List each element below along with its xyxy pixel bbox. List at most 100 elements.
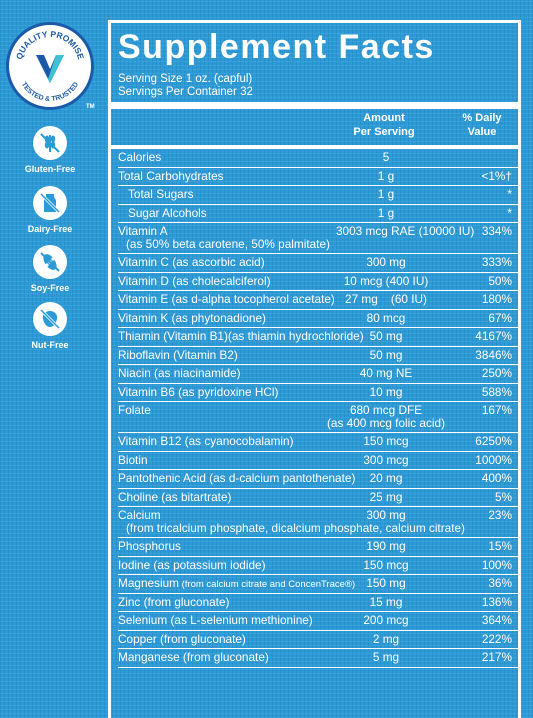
nutrient-daily-value: 250%: [481, 366, 512, 380]
nutrient-row: Riboflavin (Vitamin B2) 50 mg 3846%: [118, 347, 518, 365]
nutrient-name: Calcium: [118, 508, 161, 522]
nutrient-row: Calories 5: [118, 149, 518, 168]
nutrient-row: Pantothenic Acid (as d-calcium pantothen…: [118, 470, 518, 489]
column-headers: Amount Per Serving % Daily Value: [118, 109, 518, 145]
nutrient-name: Niacin (as niacinamide): [118, 366, 241, 380]
nutrient-amount: 15 mg: [369, 594, 403, 609]
nutrient-name: Vitamin K (as phytonadione): [118, 310, 266, 325]
nutrient-row: Vitamin B12 (as cyanocobalamin) 150 mcg 62…: [118, 433, 518, 452]
nutrient-amount: 150 mg: [366, 576, 406, 590]
nutrient-row: Total Carbohydrates 1 g <1%†: [118, 168, 518, 186]
nutrient-amount: 150 mcg: [363, 557, 409, 572]
nutrient-name: Pantothenic Acid (as d-calcium pantothen…: [118, 471, 356, 485]
nutrient-daily-value: 1000%: [475, 452, 512, 467]
nutrient-amount: 200 mcg: [363, 613, 409, 627]
nutrient-row: Vitamin C (as ascorbic acid) 300 mg 333%: [118, 254, 518, 273]
nutrient-daily-value: 222%: [481, 631, 512, 646]
nutrient-row: Sugar Alcohols 1 g *: [118, 205, 518, 223]
nutrient-daily-value: *: [507, 187, 512, 201]
nutrient-daily-value: 400%: [481, 471, 512, 485]
servings-per-container: Servings Per Container 32: [118, 86, 253, 98]
nutrient-name: Zinc (from gluconate): [118, 594, 230, 609]
nutrient-daily-value: 3846%: [475, 347, 512, 362]
nutrient-amount: 25 mg: [369, 489, 403, 504]
nutrient-daily-value: 6250%: [475, 434, 512, 448]
nutrient-amount: 40 mg NE: [359, 366, 413, 380]
seal-graphic: QUALITY PROMISE TESTED & TRUSTED: [14, 29, 86, 103]
gluten-free-badge: Gluten-Free: [25, 126, 75, 174]
nutrient-name: Vitamin B6 (as pyridoxine HCl): [118, 384, 279, 399]
nut-free-badge: Nut-Free: [28, 302, 72, 350]
nutrient-name: Selenium (as L-selenium methionine): [118, 613, 313, 627]
nutrient-row: Magnesium (from calcium citrate and Conc…: [118, 575, 518, 594]
facts-title: Supplement Facts: [118, 28, 435, 66]
nutrient-name: Folate: [118, 403, 151, 417]
nutrient-row: Vitamin B6 (as pyridoxine HCl) 10 mg 588%: [118, 384, 518, 402]
nutrient-name: Choline (as bitartrate): [118, 489, 232, 504]
seal-top-text: QUALITY PROMISE: [14, 29, 86, 61]
nutrient-amount-detail: (as 400 mcg folic acid): [326, 416, 445, 430]
nutrient-name: Total Sugars: [128, 187, 194, 201]
nutrient-daily-value: <1%†: [481, 168, 512, 183]
soy-free-badge: Soy-Free: [28, 245, 72, 293]
nutrient-name: Thiamin (Vitamin B1)(as thiamin hydrochl…: [118, 329, 364, 343]
nutrient-row: Selenium (as L-selenium methionine) 200 m…: [118, 612, 518, 631]
nutrient-source: (from tricalcium phosphate, dicalcium ph…: [126, 521, 465, 535]
supplement-facts-box: Supplement Facts Serving Size 1 oz. (cap…: [108, 20, 521, 718]
nutrient-name: Calories: [118, 150, 162, 164]
nutrient-amount: 2 mg: [372, 631, 400, 646]
nutrient-daily-value: 364%: [481, 613, 512, 627]
milk-crossed-icon: [39, 192, 61, 214]
svg-text:TESTED & TRUSTED: TESTED & TRUSTED: [20, 81, 80, 103]
nutrient-amount: 1 g: [377, 168, 395, 183]
nutrient-amount: 5: [382, 150, 390, 164]
nutrient-row: Copper (from gluconate) 2 mg 222%: [118, 631, 518, 649]
nutrient-name: Phosphorus: [118, 539, 181, 553]
nutrient-row: Choline (as bitartrate) 25 mg 5%: [118, 489, 518, 507]
nutrient-daily-value: 5%: [494, 489, 512, 504]
badge-label: Dairy-Free: [27, 224, 73, 234]
nut-crossed-icon: [39, 308, 61, 330]
nutrient-amount: 300 mcg: [363, 452, 409, 467]
nutrient-source: (as 50% beta carotene, 50% palmitate): [126, 237, 330, 251]
medium-divider: [111, 145, 518, 149]
nutrient-daily-value: 100%: [481, 557, 512, 572]
nutrient-row: Vitamin K (as phytonadione) 80 mcg 67%: [118, 310, 518, 328]
nutrient-daily-value: 15%: [488, 539, 512, 553]
nutrient-amount: 150 mcg: [363, 434, 409, 448]
nutrient-daily-value: 136%: [481, 594, 512, 609]
nutrient-name: Biotin: [118, 452, 148, 467]
nutrient-daily-value: 588%: [481, 384, 512, 399]
nutrient-name: Sugar Alcohols: [128, 205, 207, 220]
nutrient-row: Zinc (from gluconate) 15 mg 136%: [118, 594, 518, 612]
nutrient-row: Vitamin D (as cholecalciferol) 10 mcg (40…: [118, 273, 518, 291]
amount-header: Amount Per Serving: [353, 112, 415, 138]
nutrient-daily-value: 217%: [481, 650, 512, 664]
nutrient-row: Phosphorus 190 mg 15%: [118, 538, 518, 557]
nutrient-amount: 50 mg: [369, 347, 403, 362]
nutrient-name: Manganese (from gluconate): [118, 650, 269, 664]
nutrient-name: Riboflavin (Vitamin B2): [118, 347, 238, 362]
nutrient-name: Total Carbohydrates: [118, 168, 224, 183]
nutrient-daily-value: 36%: [488, 576, 512, 590]
nutrient-daily-value: 4167%: [475, 329, 512, 343]
nutrient-name: Vitamin D (as cholecalciferol): [118, 273, 271, 288]
nutrient-daily-value: 180%: [481, 292, 512, 306]
nutrient-row: Biotin 300 mcg 1000%: [118, 452, 518, 470]
nutrient-row: Iodine (as potassium iodide) 150 mcg 100%: [118, 557, 518, 575]
dairy-free-badge: Dairy-Free: [28, 186, 72, 234]
nutrient-row: Folate 680 mcg DFE (as 400 mcg folic acid)…: [118, 402, 518, 433]
serving-size: Serving Size 1 oz. (capful): [118, 73, 253, 85]
nutrient-name: Vitamin B12 (as cyanocobalamin): [118, 434, 294, 448]
nutrient-daily-value: 23%: [488, 508, 512, 522]
nutrient-name: Magnesium (from calcium citrate and Conc…: [118, 576, 356, 591]
daily-value-header: % Daily Value: [462, 112, 502, 138]
badge-label: Soy-Free: [30, 283, 70, 293]
nutrient-name: Vitamin A: [118, 224, 168, 238]
nutrient-amount: 300 mg: [366, 508, 406, 522]
soy-crossed-icon: [40, 252, 60, 272]
nutrient-daily-value: 334%: [481, 224, 512, 238]
seal-trademark: TM: [86, 104, 95, 110]
nutrient-amount: 3003 mcg RAE (10000 IU): [336, 224, 475, 238]
nutrient-row: Vitamin A (as 50% beta carotene, 50% palm…: [118, 223, 518, 254]
